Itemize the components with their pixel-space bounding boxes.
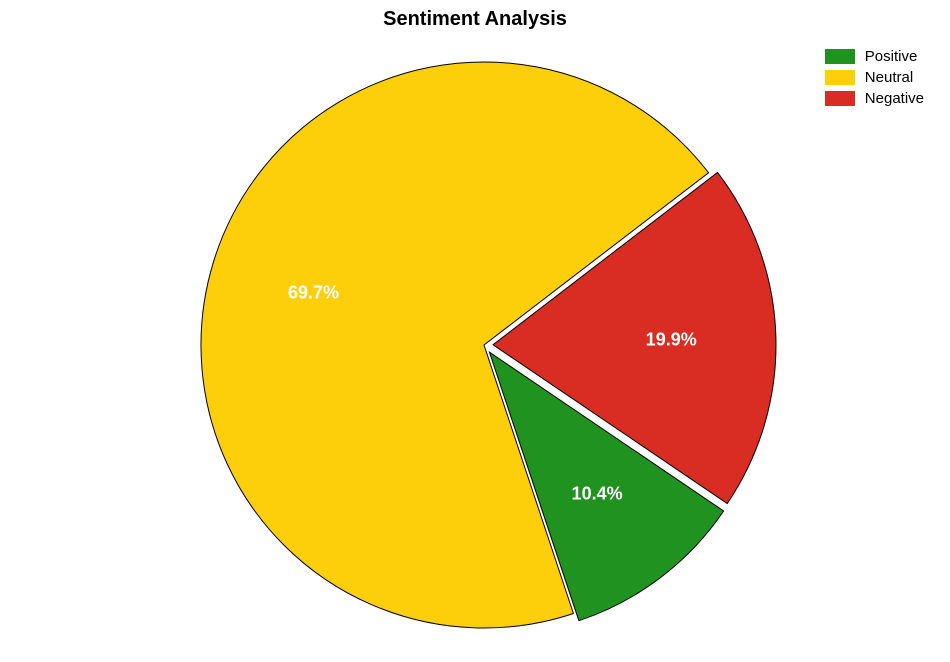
legend-label-positive: Positive (865, 48, 918, 65)
legend-swatch-negative (825, 91, 855, 106)
legend-item-negative: Negative (825, 90, 924, 107)
legend-item-neutral: Neutral (825, 69, 924, 86)
legend: Positive Neutral Negative (825, 48, 924, 111)
legend-label-negative: Negative (865, 90, 924, 107)
chart-container: Sentiment Analysis Positive Neutral Nega… (0, 0, 950, 662)
pie-label-neutral: 69.7% (288, 282, 339, 303)
pie-label-negative: 19.9% (646, 329, 697, 350)
pie-label-positive: 10.4% (572, 484, 623, 505)
legend-swatch-positive (825, 49, 855, 64)
pie-chart (0, 0, 950, 662)
legend-label-neutral: Neutral (865, 69, 913, 86)
legend-item-positive: Positive (825, 48, 924, 65)
legend-swatch-neutral (825, 70, 855, 85)
